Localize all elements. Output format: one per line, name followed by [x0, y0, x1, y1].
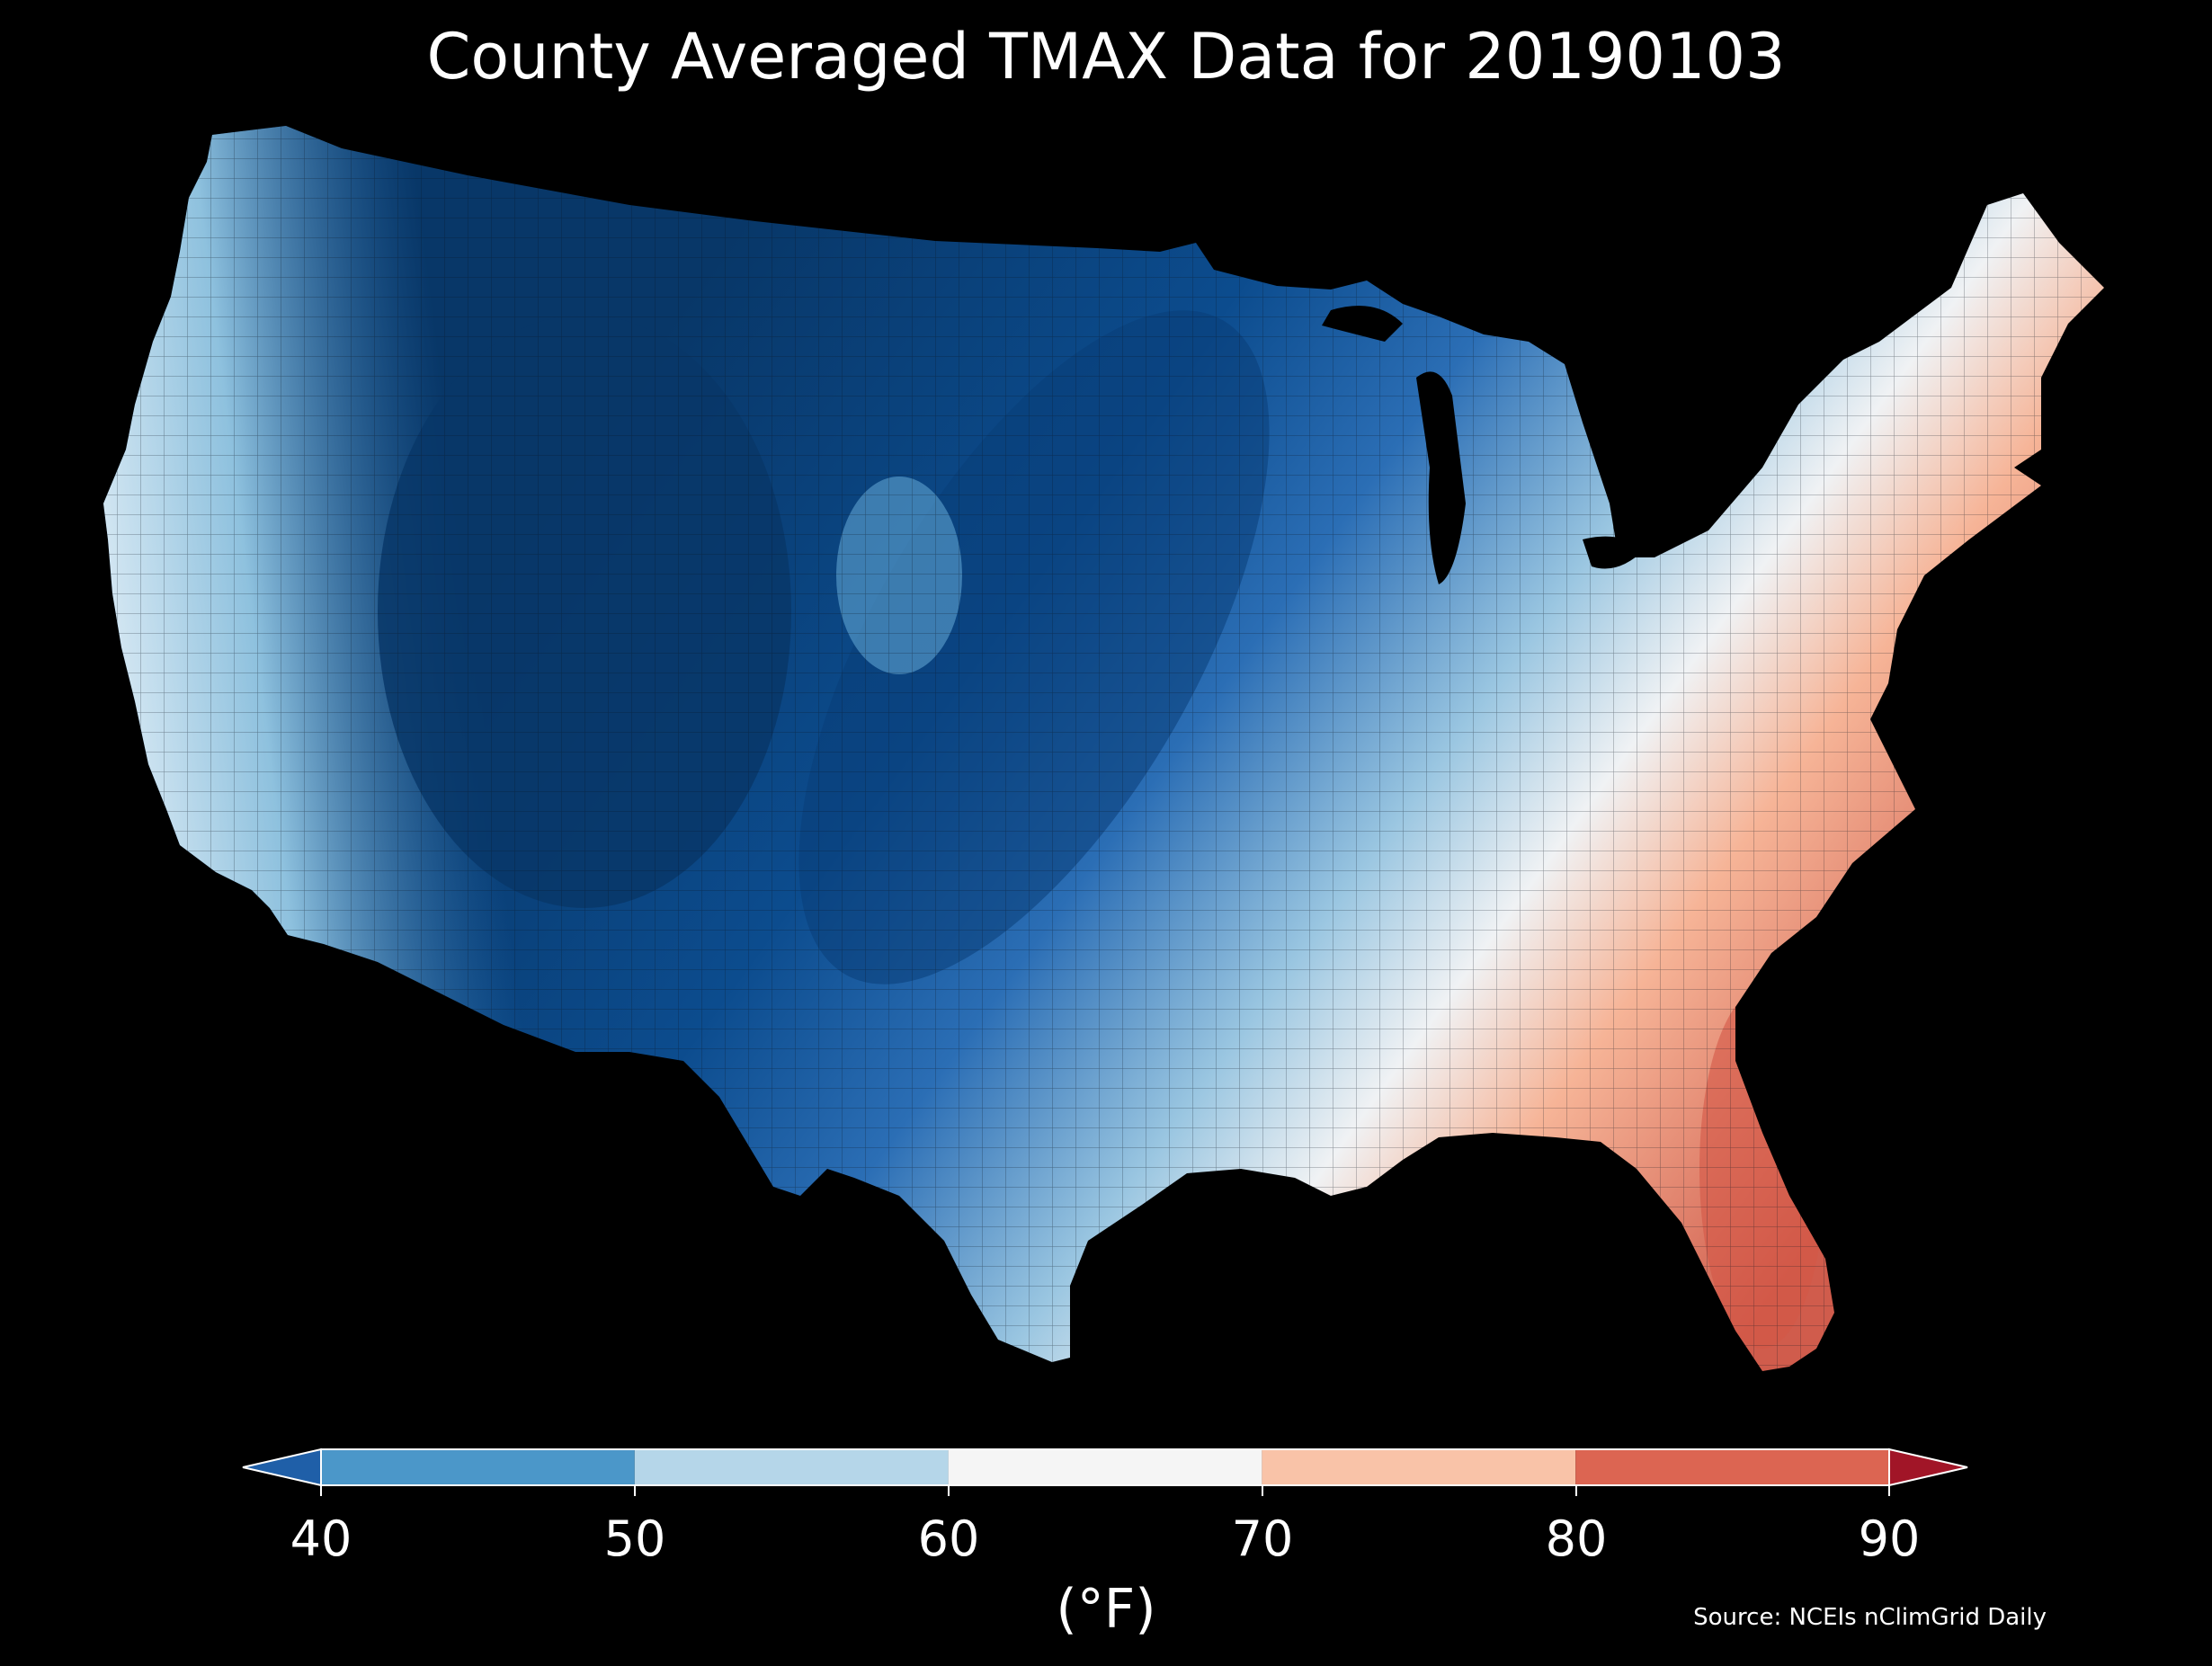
- colorbar-bin: [321, 1449, 635, 1485]
- colorbar-tick-label: 50: [603, 1510, 666, 1567]
- colorbar-bin: [1262, 1449, 1576, 1485]
- colorbar-under-arrow: [242, 1448, 322, 1487]
- source-credit: Source: NCEIs nClimGrid Daily: [1693, 1604, 2047, 1631]
- colorbar-tick-label: 60: [917, 1510, 980, 1567]
- colorbar-tick-label: 70: [1231, 1510, 1294, 1567]
- colorbar-over-arrow: [1888, 1448, 1968, 1487]
- colorbar-outline: [320, 1448, 1890, 1486]
- lake-superior: [1322, 306, 1403, 342]
- contiguous-us-map: [103, 126, 2104, 1371]
- colorbar-bin: [948, 1449, 1262, 1485]
- colorbar-tick-label: 40: [290, 1510, 352, 1567]
- colorbar: [242, 1448, 1968, 1496]
- colorbar-bin: [634, 1449, 949, 1485]
- colorbar-unit-label: (°F): [1056, 1578, 1156, 1641]
- lake-michigan: [1416, 371, 1466, 584]
- map-title: County Averaged TMAX Data for 20190103: [426, 20, 1786, 94]
- colorbar-tick-label: 90: [1858, 1510, 1921, 1567]
- lake-erie: [1583, 536, 1646, 569]
- colorbar-tick-label: 80: [1545, 1510, 1608, 1567]
- colorbar-bin: [1575, 1449, 1889, 1485]
